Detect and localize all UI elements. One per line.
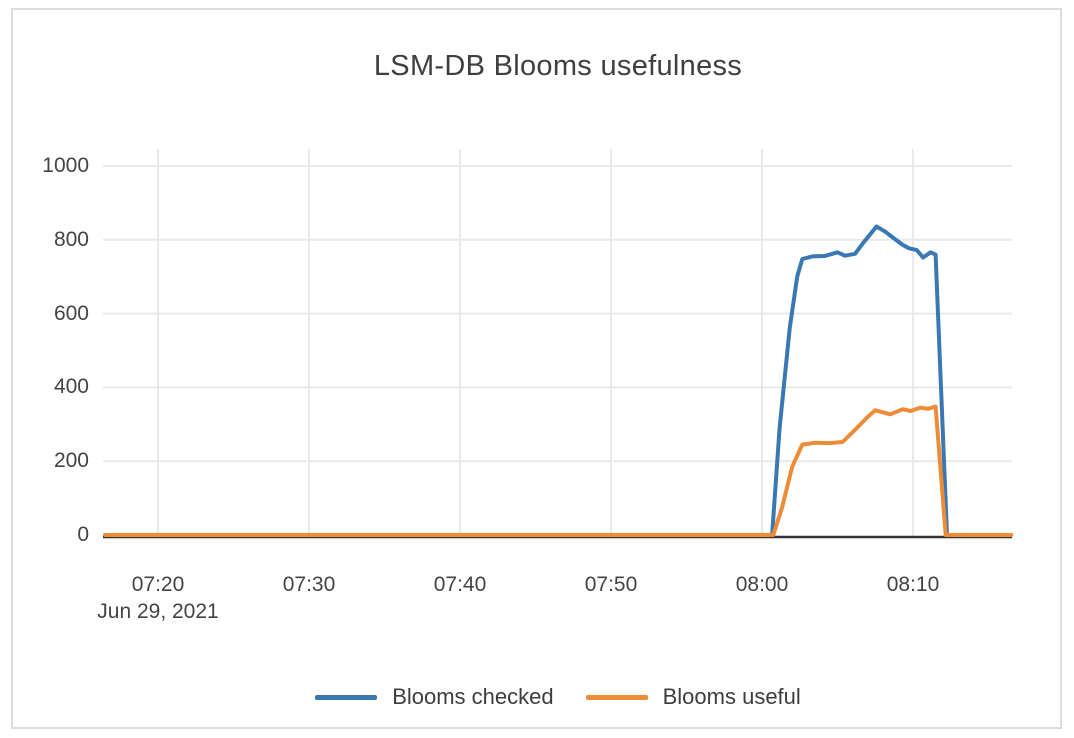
chart-frame: LSM-DB Blooms usefulness 0 200 400 600 8…	[11, 8, 1062, 729]
gridlines	[103, 149, 1012, 537]
series-line-blooms-useful	[103, 404, 1014, 537]
legend-label: Blooms useful	[662, 684, 801, 709]
y-tick-label: 1000	[42, 154, 89, 177]
y-tick-label: 600	[53, 302, 89, 325]
x-tick-label: 07:30	[282, 573, 336, 596]
series-line-blooms-checked	[103, 224, 1014, 537]
y-tick-label: 200	[53, 449, 89, 472]
y-tick-label: 400	[53, 375, 89, 398]
x-axis-date-label: Jun 29, 2021	[97, 600, 219, 623]
chart-canvas[interactable]	[13, 10, 1063, 730]
x-tick-label: 08:00	[735, 573, 789, 596]
y-tick-label: 800	[53, 228, 89, 251]
x-tick-time: 07:20	[131, 573, 185, 596]
chart-title: LSM-DB Blooms usefulness	[373, 50, 743, 82]
y-tick-label: 0	[77, 523, 89, 546]
legend-item-blooms-checked[interactable]: Blooms checked	[315, 684, 554, 710]
legend-swatch-blooms-checked	[315, 694, 378, 700]
legend-label: Blooms checked	[392, 684, 554, 709]
x-tick-label: 07:20 Jun 29, 2021	[78, 571, 238, 625]
legend-item-blooms-useful[interactable]: Blooms useful	[585, 684, 801, 710]
legend-swatch-blooms-useful	[585, 694, 648, 700]
x-tick-label: 07:40	[433, 573, 487, 596]
chart-legend: Blooms checked Blooms useful	[53, 684, 1063, 710]
x-tick-label: 07:50	[584, 573, 638, 596]
x-tick-label: 08:10	[886, 573, 940, 596]
